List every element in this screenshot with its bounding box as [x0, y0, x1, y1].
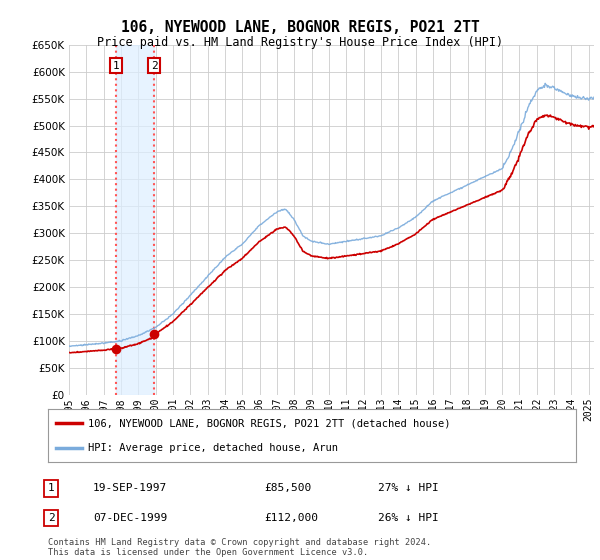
Text: £112,000: £112,000 — [264, 513, 318, 523]
Text: 2: 2 — [151, 60, 158, 71]
Text: 2: 2 — [47, 513, 55, 523]
Text: HPI: Average price, detached house, Arun: HPI: Average price, detached house, Arun — [88, 442, 338, 452]
Text: £85,500: £85,500 — [264, 483, 311, 493]
Text: 19-SEP-1997: 19-SEP-1997 — [93, 483, 167, 493]
Text: 07-DEC-1999: 07-DEC-1999 — [93, 513, 167, 523]
Text: Price paid vs. HM Land Registry's House Price Index (HPI): Price paid vs. HM Land Registry's House … — [97, 36, 503, 49]
Text: 106, NYEWOOD LANE, BOGNOR REGIS, PO21 2TT: 106, NYEWOOD LANE, BOGNOR REGIS, PO21 2T… — [121, 20, 479, 35]
Text: 27% ↓ HPI: 27% ↓ HPI — [378, 483, 439, 493]
Text: 1: 1 — [47, 483, 55, 493]
Text: 26% ↓ HPI: 26% ↓ HPI — [378, 513, 439, 523]
Text: Contains HM Land Registry data © Crown copyright and database right 2024.
This d: Contains HM Land Registry data © Crown c… — [48, 538, 431, 557]
Text: 106, NYEWOOD LANE, BOGNOR REGIS, PO21 2TT (detached house): 106, NYEWOOD LANE, BOGNOR REGIS, PO21 2T… — [88, 418, 450, 428]
Bar — [116, 45, 154, 395]
Text: 1: 1 — [113, 60, 119, 71]
